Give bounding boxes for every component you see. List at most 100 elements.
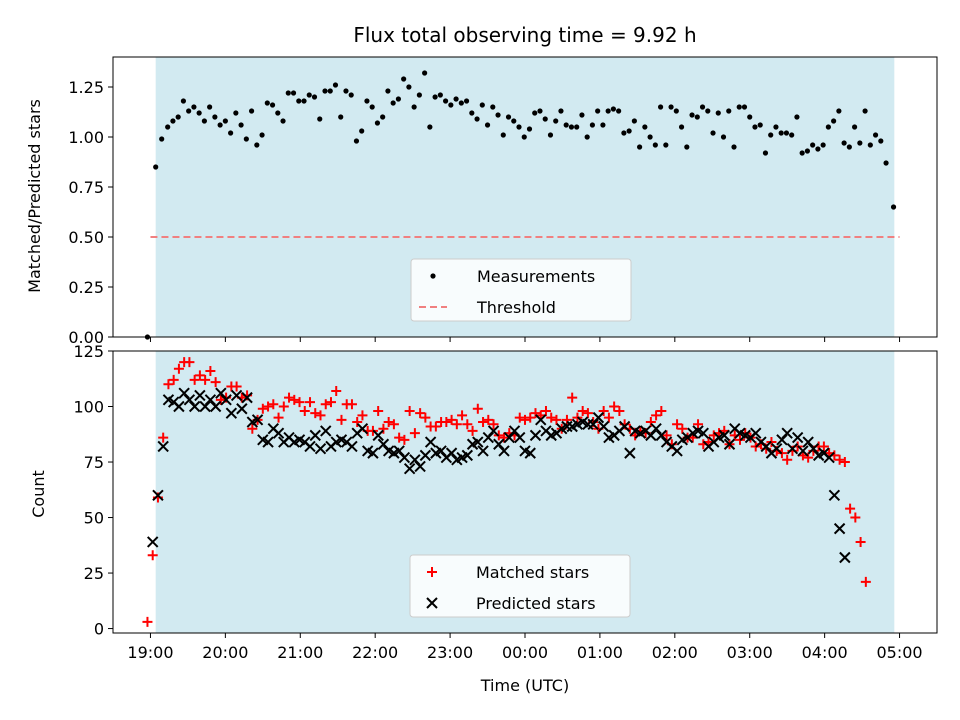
predicted-star-point bbox=[535, 414, 547, 426]
matched-star-point bbox=[430, 421, 441, 432]
matched-star-point bbox=[457, 410, 468, 421]
measurement-point bbox=[846, 144, 852, 150]
measurement-point bbox=[191, 104, 197, 110]
measurement-point bbox=[332, 82, 339, 88]
matched-star-point bbox=[441, 417, 452, 428]
measurement-point bbox=[610, 106, 616, 112]
matched-star-point bbox=[163, 379, 174, 390]
predicted-star-point bbox=[839, 551, 851, 564]
measurement-point bbox=[484, 122, 491, 128]
predicted-star-point bbox=[781, 427, 793, 439]
measurement-point bbox=[285, 90, 291, 96]
measurement-point bbox=[416, 92, 422, 98]
legend-label: Predicted stars bbox=[476, 594, 596, 613]
measurement-point bbox=[678, 124, 685, 130]
count-ytick-label: 75 bbox=[84, 453, 104, 472]
measurement-point bbox=[442, 98, 449, 104]
measurement-point bbox=[715, 110, 721, 116]
matched-star-point bbox=[352, 417, 363, 428]
measurement-point bbox=[778, 130, 784, 136]
predicted-star-point bbox=[828, 489, 841, 502]
predicted-star-point bbox=[529, 429, 542, 442]
predicted-star-point bbox=[524, 447, 536, 459]
measurement-point bbox=[857, 140, 863, 146]
measurement-point bbox=[600, 122, 606, 128]
predicted-star-point bbox=[508, 425, 521, 437]
xtick-label: 00:00 bbox=[502, 643, 548, 662]
xtick-label: 20:00 bbox=[202, 643, 248, 662]
predicted-star-point bbox=[461, 449, 474, 462]
predicted-star-point bbox=[320, 425, 332, 437]
matched-star-point bbox=[158, 432, 169, 443]
measurement-point bbox=[720, 134, 727, 140]
matched-star-point bbox=[373, 405, 384, 416]
measurement-point bbox=[500, 132, 506, 138]
legend-measurements-marker bbox=[430, 273, 436, 279]
predicted-star-point bbox=[194, 389, 206, 402]
count-panel: 0 25 50 75 100 125 19:00 20:00 21:00 22:00 23:00 00… bbox=[73, 342, 938, 662]
measurement-point bbox=[542, 116, 548, 122]
measurement-point bbox=[637, 144, 643, 150]
ratio-ylabel: Matched/Predicted stars bbox=[25, 99, 44, 293]
measurement-point bbox=[872, 132, 879, 138]
measurement-point bbox=[269, 102, 276, 108]
legend-label: Threshold bbox=[476, 298, 556, 317]
measurement-point bbox=[574, 124, 580, 130]
xtick-label: 21:00 bbox=[277, 643, 323, 662]
legend-matched-marker bbox=[427, 567, 437, 577]
predicted-star-point bbox=[419, 449, 432, 462]
measurement-point bbox=[432, 94, 438, 100]
measurement-point bbox=[311, 94, 318, 100]
measurement-point bbox=[689, 112, 695, 118]
predicted-star-point bbox=[393, 445, 405, 457]
matched-star-point bbox=[247, 423, 258, 434]
predicted-star-point bbox=[199, 400, 211, 413]
predicted-star-point bbox=[209, 400, 222, 413]
predicted-star-point bbox=[377, 438, 390, 450]
measurement-point bbox=[736, 104, 742, 110]
measurement-point bbox=[726, 108, 732, 114]
predicted-star-point bbox=[251, 414, 264, 426]
matched-star-point bbox=[818, 441, 829, 452]
predicted-star-point bbox=[188, 400, 201, 413]
matched-star-point bbox=[257, 403, 268, 414]
predicted-star-point bbox=[487, 425, 500, 437]
predicted-star-point bbox=[230, 389, 243, 402]
measurement-point bbox=[290, 90, 297, 96]
matched-star-point bbox=[850, 512, 861, 523]
measurement-point bbox=[589, 122, 596, 128]
predicted-star-point bbox=[304, 440, 316, 453]
measurement-point bbox=[317, 116, 323, 122]
measurement-point bbox=[547, 132, 554, 138]
predicted-star-point bbox=[833, 522, 846, 535]
matched-star-point bbox=[263, 401, 274, 412]
measurement-point bbox=[663, 142, 669, 148]
predicted-star-point bbox=[204, 394, 217, 406]
matched-star-point bbox=[483, 414, 494, 425]
measurement-point bbox=[175, 114, 181, 120]
predicted-star-point bbox=[592, 411, 605, 424]
predicted-star-point bbox=[424, 436, 437, 448]
matched-star-point bbox=[834, 454, 845, 465]
matched-star-point bbox=[378, 423, 389, 434]
predicted-star-point bbox=[655, 429, 668, 442]
predicted-star-point bbox=[178, 387, 190, 399]
matched-star-point bbox=[278, 401, 289, 412]
measurement-point bbox=[526, 126, 533, 132]
measurement-point bbox=[563, 122, 569, 128]
measurement-point bbox=[301, 98, 307, 104]
measurement-point bbox=[532, 110, 538, 116]
measurement-point bbox=[684, 144, 690, 150]
measurement-point bbox=[248, 108, 255, 114]
measurement-point bbox=[243, 136, 249, 142]
measurement-point bbox=[437, 92, 443, 98]
measurement-point bbox=[820, 142, 826, 148]
measurement-point bbox=[348, 92, 354, 98]
measurement-point bbox=[705, 108, 711, 114]
predicted-star-point bbox=[183, 394, 196, 406]
matched-star-point bbox=[320, 399, 331, 410]
matched-star-point bbox=[540, 405, 551, 416]
matched-star-point bbox=[546, 412, 557, 423]
predicted-star-point bbox=[493, 438, 505, 450]
predicted-star-point bbox=[152, 489, 164, 502]
